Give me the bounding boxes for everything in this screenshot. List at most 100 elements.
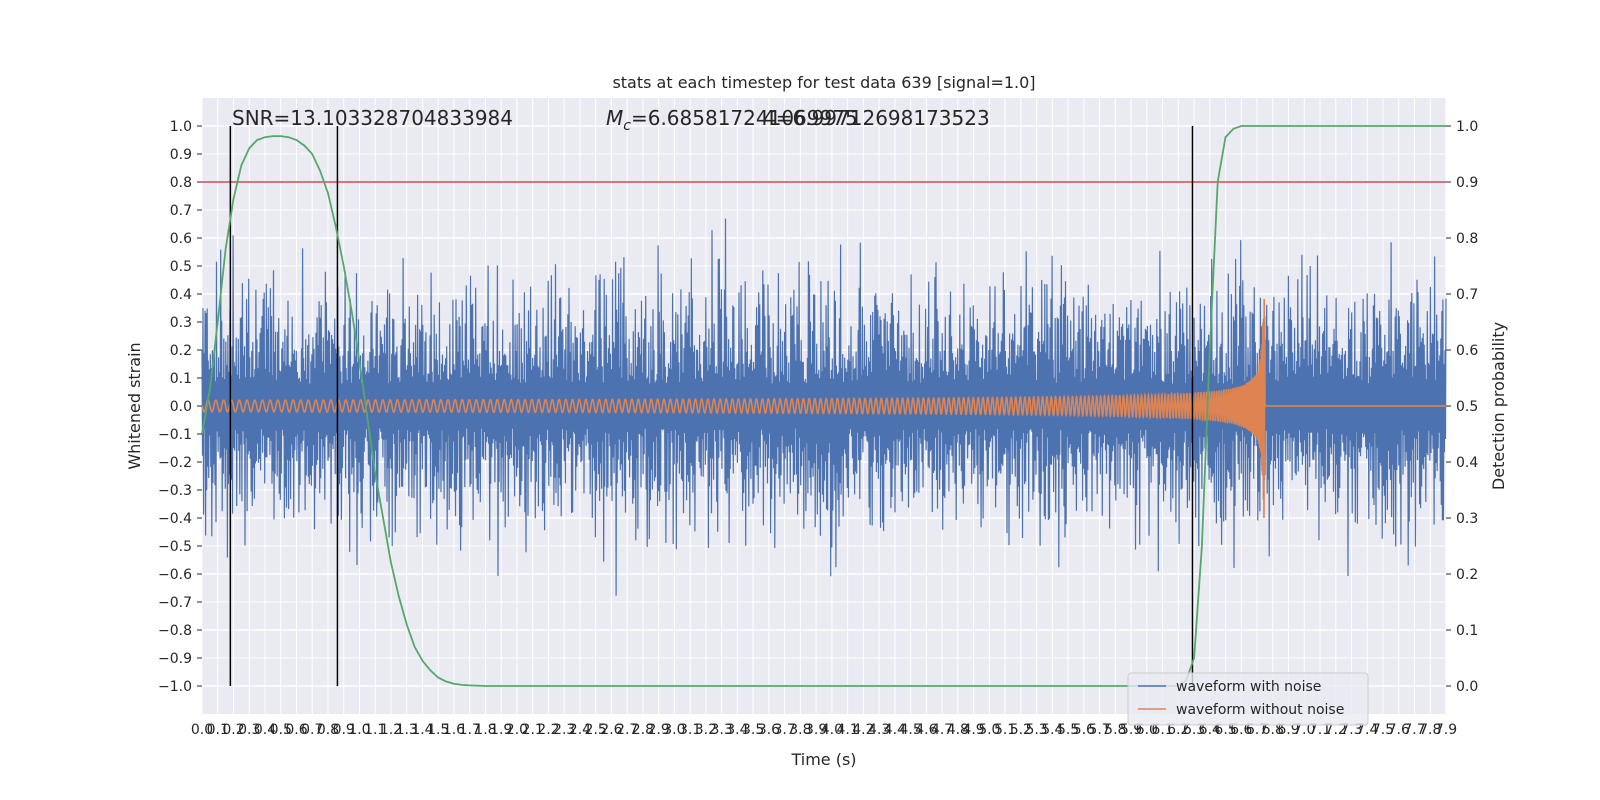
mc-overlap-annotation: 4=6.99712698173523 — [763, 106, 990, 130]
x-tick-label: 2.1 — [522, 722, 544, 738]
y2-tick-label: 0.6 — [1456, 343, 1478, 359]
legend: waveform with noise waveform without noi… — [1127, 672, 1369, 726]
x-tick-label: 7.3 — [1340, 722, 1362, 738]
x-tick-label: 5.2 — [1010, 722, 1032, 738]
x-tick-label: 1.5 — [427, 722, 449, 738]
x-tick-label: 7.0 — [1293, 722, 1315, 738]
x-tick-label: 6.8 — [1262, 722, 1284, 738]
x-tick-label: 0.4 — [254, 722, 276, 738]
x-tick-label: 2.4 — [569, 722, 591, 738]
x-tick-label: 5.7 — [1088, 722, 1110, 738]
x-tick-label: 2.7 — [616, 722, 638, 738]
x-tick-label: 4.9 — [962, 722, 984, 738]
y-tick-label: 0.4 — [170, 287, 192, 303]
x-tick-label: 2.3 — [553, 722, 575, 738]
x-tick-label: 7.5 — [1372, 722, 1394, 738]
x-tick-label: 6.7 — [1246, 722, 1268, 738]
y-axis-label: Whitened strain — [125, 342, 144, 469]
x-tick-label: 6.3 — [1183, 722, 1205, 738]
y2-axis-ticks: 1.0 0.9 0.8 0.7 0.6 0.5 0.4 0.3 0.2 0.1 0.0 — [1446, 119, 1478, 695]
x-tick-label: 3.4 — [726, 722, 748, 738]
x-tick-label: 1.6 — [443, 722, 465, 738]
x-tick-label: 5.4 — [1041, 722, 1063, 738]
y-tick-label: −0.7 — [158, 595, 192, 611]
x-tick-label: 3.8 — [789, 722, 811, 738]
x-tick-label: 5.6 — [1073, 722, 1095, 738]
y-tick-label: −0.4 — [158, 511, 192, 527]
x-tick-label: 6.4 — [1199, 722, 1221, 738]
x-tick-label: 3.6 — [758, 722, 780, 738]
x-tick-label: 4.4 — [884, 722, 906, 738]
x-tick-label: 0.6 — [285, 722, 307, 738]
y-tick-label: 1.0 — [170, 119, 192, 135]
x-tick-label: 5.1 — [994, 722, 1016, 738]
x-axis-label: Time (s) — [790, 750, 856, 769]
x-tick-label: 1.1 — [364, 722, 386, 738]
x-tick-label: 7.1 — [1309, 722, 1331, 738]
x-tick-label: 0.8 — [317, 722, 339, 738]
y-tick-label: 0.0 — [170, 399, 192, 415]
legend-box — [1127, 672, 1369, 726]
x-tick-label: 0.2 — [222, 722, 244, 738]
series-waveform-without-noise — [201, 298, 1446, 519]
noise-waveform-path — [201, 218, 1447, 596]
x-tick-label: 0.3 — [238, 722, 260, 738]
x-tick-label: 1.4 — [411, 722, 433, 738]
x-tick-label: 7.2 — [1325, 722, 1347, 738]
y-tick-label: −0.6 — [158, 567, 192, 583]
x-tick-label: 1.7 — [459, 722, 481, 738]
x-tick-label: 0.5 — [270, 722, 292, 738]
chirp-waveform-path — [201, 298, 1446, 519]
y2-tick-label: 0.9 — [1456, 175, 1478, 191]
detection-probability-path — [201, 125, 1446, 687]
x-tick-label: 6.2 — [1167, 722, 1189, 738]
mc-annotation: Mc=6.685817241069975 — [606, 106, 858, 134]
y-tick-label: −0.9 — [158, 651, 192, 667]
x-tick-label: 7.8 — [1419, 722, 1441, 738]
y-tick-label: 0.6 — [170, 231, 192, 247]
x-tick-label: 3.0 — [663, 722, 685, 738]
y-tick-label: −0.1 — [158, 427, 192, 443]
y-tick-label: 0.1 — [170, 371, 192, 387]
x-tick-label: 0.9 — [333, 722, 355, 738]
snr-annotation: SNR=13.103328704833984 — [232, 106, 513, 130]
x-tick-label: 1.3 — [396, 722, 418, 738]
x-tick-label: 5.5 — [1057, 722, 1079, 738]
y2-tick-label: 0.2 — [1456, 567, 1478, 583]
x-tick-label: 4.7 — [931, 722, 953, 738]
x-tick-label: 7.7 — [1403, 722, 1425, 738]
y2-tick-label: 0.8 — [1456, 231, 1478, 247]
y2-axis-label: Detection probability — [1489, 322, 1508, 490]
x-tick-label: 4.2 — [852, 722, 874, 738]
x-tick-label: 5.9 — [1120, 722, 1142, 738]
x-tick-label: 3.7 — [774, 722, 796, 738]
x-tick-label: 1.2 — [380, 722, 402, 738]
series-detection-probability — [201, 125, 1446, 687]
y-tick-label: −0.8 — [158, 623, 192, 639]
x-tick-label: 2.0 — [506, 722, 528, 738]
x-tick-label: 6.0 — [1136, 722, 1158, 738]
x-tick-label: 2.5 — [585, 722, 607, 738]
y-tick-label: −0.5 — [158, 539, 192, 555]
y-tick-label: −1.0 — [158, 679, 192, 695]
x-tick-label: 4.0 — [821, 722, 843, 738]
x-tick-label: 6.5 — [1214, 722, 1236, 738]
y-tick-label: 0.7 — [170, 203, 192, 219]
x-tick-label: 3.1 — [679, 722, 701, 738]
x-tick-label: 3.5 — [742, 722, 764, 738]
y2-tick-label: 1.0 — [1456, 119, 1478, 135]
x-tick-label: 4.1 — [836, 722, 858, 738]
legend-label-noise: waveform with noise — [1176, 679, 1321, 695]
y2-tick-label: 0.5 — [1456, 399, 1478, 415]
y-tick-label: 0.2 — [170, 343, 192, 359]
x-tick-label: 5.0 — [978, 722, 1000, 738]
x-tick-label: 4.3 — [868, 722, 890, 738]
x-tick-label: 1.9 — [490, 722, 512, 738]
x-tick-label: 5.8 — [1104, 722, 1126, 738]
series-waveform-with-noise — [201, 218, 1447, 596]
y2-tick-label: 0.1 — [1456, 623, 1478, 639]
x-axis-ticks: 0.00.10.20.30.40.50.60.70.80.91.01.11.21… — [191, 722, 1457, 738]
x-tick-label: 0.7 — [301, 722, 323, 738]
x-tick-label: 0.0 — [191, 722, 213, 738]
